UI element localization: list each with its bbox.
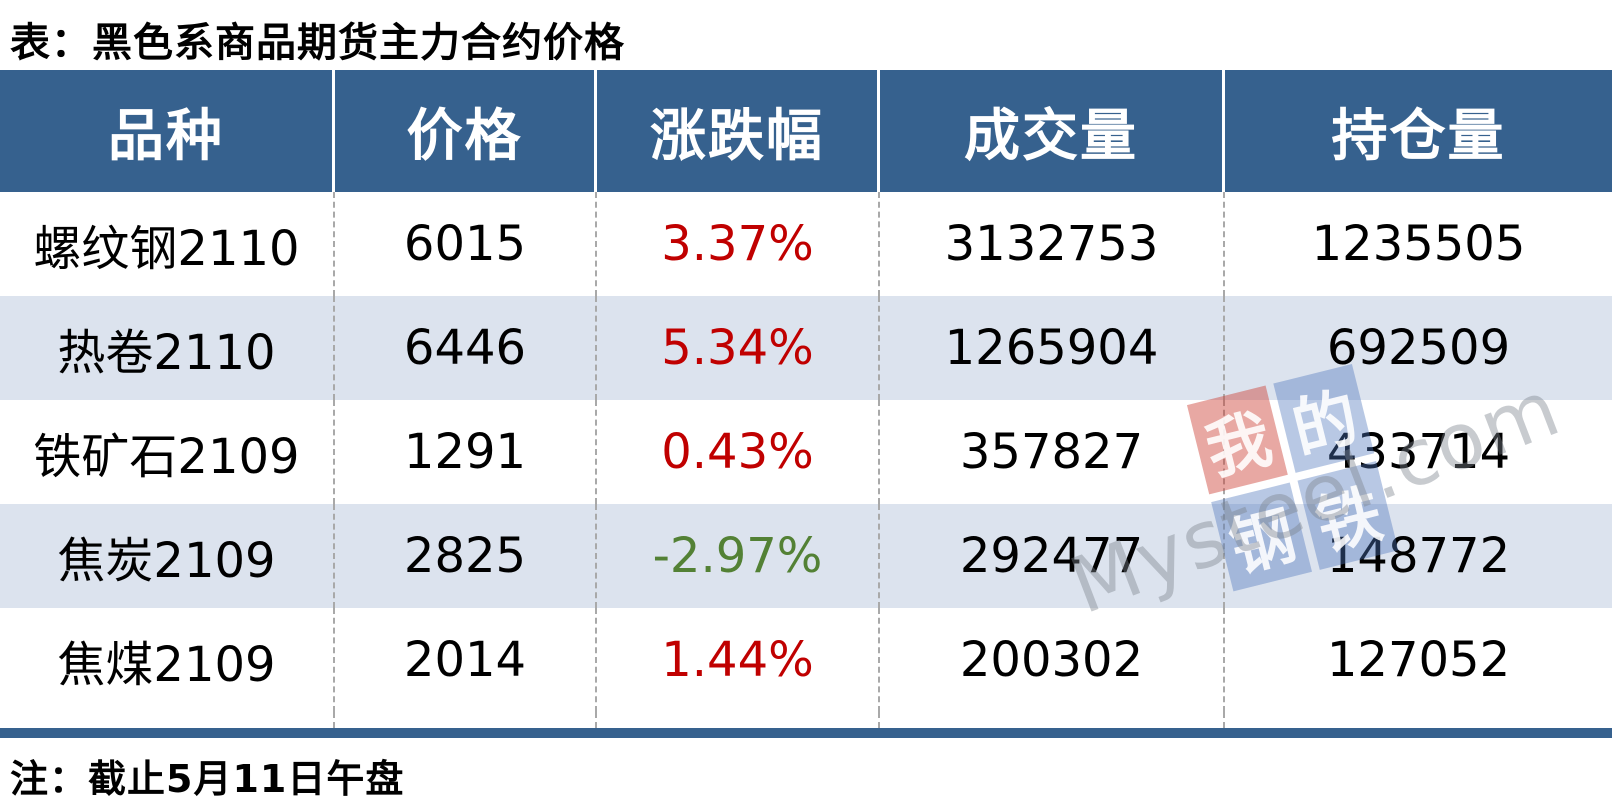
spacer-cell [1225,712,1612,728]
page-title: 表：黑色系商品期货主力合约价格 [10,20,625,66]
spacer-cell [0,712,335,728]
footnote: 注：截止5月11日午盘 [10,757,405,801]
cell-volume: 200302 [880,608,1225,712]
spacer-cell [597,712,880,728]
col-header-volume: 成交量 [880,70,1225,192]
cell-variety: 铁矿石2109 [0,400,335,504]
cell-price: 6446 [335,296,597,400]
col-header-price: 价格 [335,70,597,192]
col-header-variety: 品种 [0,70,335,192]
cell-variety: 螺纹钢2110 [0,192,335,296]
cell-price: 2014 [335,608,597,712]
table-body: 螺纹钢2110 6015 3.37% 3132753 1235505 热卷2110 6446… [0,192,1612,712]
cell-change: 3.37% [597,192,880,296]
cell-open-interest: 692509 [1326,320,1511,376]
cell-open-interest: 433714 [1326,424,1511,480]
cell-change: -2.97% [597,504,880,608]
cell-change: 0.43% [597,400,880,504]
table-bottom-spacer [0,712,1612,728]
table-header-row: 品种 价格 涨跌幅 成交量 持仓量 [0,70,1612,192]
cell-volume: 292477 [880,504,1225,608]
table-row: 热卷2110 6446 5.34% 1265904 692509 [0,296,1612,400]
cell-volume: 1265904 [880,296,1225,400]
table-row: 焦煤2109 2014 1.44% 200302 127052 [0,608,1612,712]
cell-price: 6015 [335,192,597,296]
table-row: 螺纹钢2110 6015 3.37% 3132753 1235505 [0,192,1612,296]
col-header-change: 涨跌幅 [597,70,880,192]
cell-change: 5.34% [597,296,880,400]
cell-variety: 焦煤2109 [0,608,335,712]
futures-table: 品种 价格 涨跌幅 成交量 持仓量 螺纹钢2110 6015 3.37% 313275… [0,70,1612,728]
cell-price: 2825 [335,504,597,608]
cell-volume: 3132753 [880,192,1225,296]
table-row: 铁矿石2109 1291 0.43% 357827 433714 [0,400,1612,504]
cell-change: 1.44% [597,608,880,712]
table-row: 焦炭2109 2825 -2.97% 292477 148772 [0,504,1612,608]
spacer-cell [335,712,597,728]
col-header-open-interest: 持仓量 [1331,102,1506,169]
cell-price: 1291 [335,400,597,504]
cell-volume: 357827 [880,400,1225,504]
cell-open-interest: 127052 [1326,632,1511,688]
bottom-divider-bar [0,728,1612,738]
spacer-cell [880,712,1225,728]
cell-open-interest: 148772 [1326,528,1511,584]
cell-variety: 热卷2110 [0,296,335,400]
cell-open-interest: 1235505 [1311,216,1526,272]
cell-variety: 焦炭2109 [0,504,335,608]
